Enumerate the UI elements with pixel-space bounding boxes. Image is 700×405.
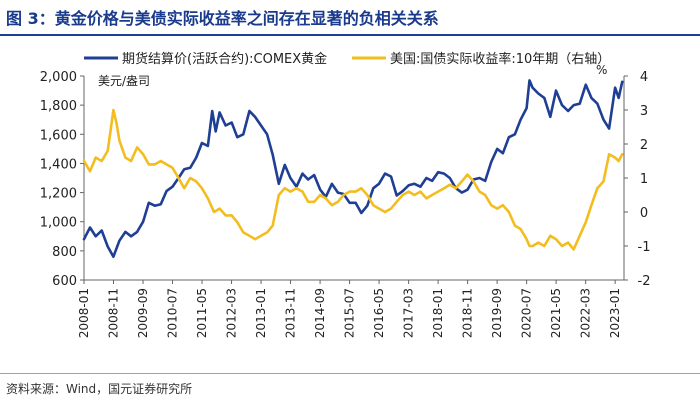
x-tick-label: 2015-07 [343,288,357,338]
left-tick-label: 1,600 [40,128,77,143]
series-layer [82,79,624,258]
right-tick-label: 0 [640,206,648,221]
x-tick-label: 2020-07 [520,288,534,338]
series-line-real-yield [82,108,624,251]
legend: 期货结算价(活跃合约):COMEX黄金 美国:国债实际收益率:10年期（右轴） [84,51,610,67]
figure-title: 图 3：黄金价格与美债实际收益率之间存在显著的负相关关系 [6,9,439,28]
series-line-gold-price [82,79,624,258]
x-tick-label: 2009-09 [136,288,150,338]
x-tick-label: 2017-03 [402,288,416,338]
left-tick-label: 2,000 [40,70,77,85]
chart-area: 600 800 1,000 1,200 1,400 1,600 1,800 2,000 -2 -1… [40,51,651,338]
x-tick-label: 2018-11 [461,288,475,338]
right-tick-label: -1 [638,240,651,255]
axes-layer: 600 800 1,000 1,200 1,400 1,600 1,800 2,000 -2 -1… [40,63,651,338]
x-tick-label: 2022-03 [579,288,593,338]
x-tick-label: 2016-05 [372,288,386,338]
x-tick-label: 2011-05 [195,288,209,338]
x-tick-label: 2021-05 [549,288,563,338]
left-tick-label: 800 [52,245,77,260]
x-tick-label: 2014-09 [313,288,327,338]
figure-title-row: 图 3：黄金价格与美债实际收益率之间存在显著的负相关关系 [0,0,700,34]
x-tick-label: 2008-11 [106,288,120,338]
legend-label-real-yield: 美国:国债实际收益率:10年期（右轴） [390,51,610,67]
x-tick-label: 2008-01 [77,288,91,338]
right-tick-label: -2 [638,274,651,289]
x-tick-label: 2023-01 [608,288,622,338]
right-tick-label: 3 [640,104,648,119]
right-axis-unit: % [596,63,607,77]
legend-label-gold-price: 期货结算价(活跃合约):COMEX黄金 [122,51,327,67]
left-tick-label: 1,000 [40,216,77,231]
left-tick-label: 1,800 [40,99,77,114]
right-tick-label: 2 [640,138,648,153]
right-tick-label: 1 [640,172,648,187]
x-tick-label: 2019-09 [490,288,504,338]
left-tick-label: 1,400 [40,157,77,172]
x-tick-label: 2018-01 [431,288,445,338]
title-divider [0,34,700,36]
x-tick-label: 2013-11 [284,288,298,338]
right-tick-label: 4 [640,70,648,85]
left-tick-label: 600 [52,274,77,289]
source-note: 资料来源：Wind，国元证券研究所 [6,382,193,396]
left-tick-label: 1,200 [40,187,77,202]
x-tick-label: 2013-01 [254,288,268,338]
x-tick-label: 2010-07 [166,288,180,338]
source-divider [0,373,700,374]
left-axis-unit: 美元/盎司 [98,74,150,88]
x-tick-label: 2012-03 [225,288,239,338]
